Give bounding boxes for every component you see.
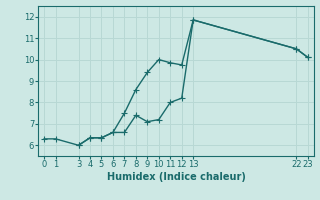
X-axis label: Humidex (Indice chaleur): Humidex (Indice chaleur): [107, 172, 245, 182]
